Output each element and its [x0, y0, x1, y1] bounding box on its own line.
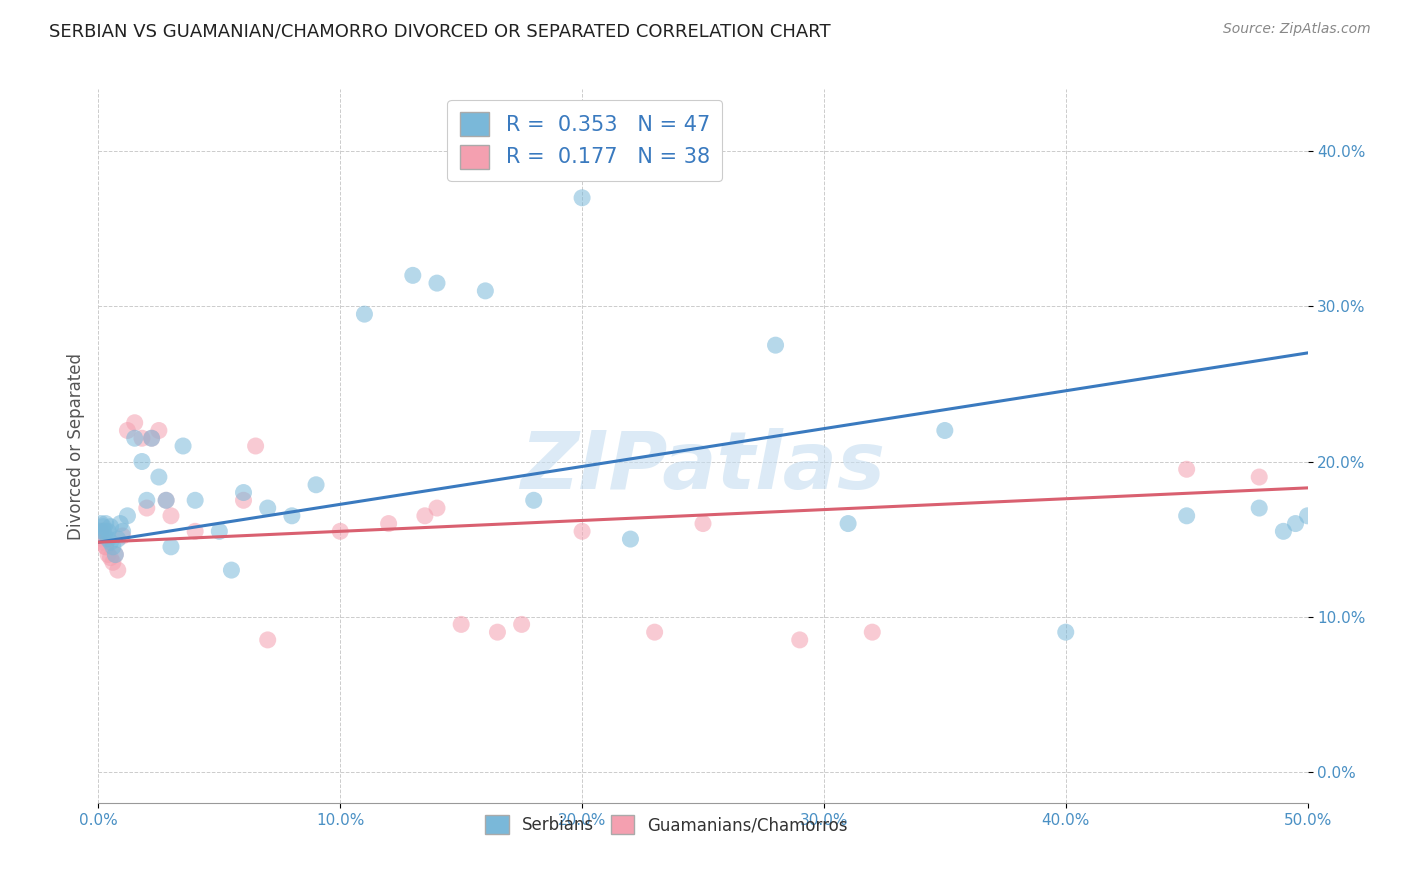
- Point: [108, 516, 131, 531]
- Point: [100, 535, 122, 549]
- Point: [155, 493, 177, 508]
- Point: [413, 508, 436, 523]
- Point: [281, 508, 304, 523]
- Point: [256, 632, 278, 647]
- Point: [692, 516, 714, 531]
- Point: [619, 532, 641, 546]
- Point: [402, 268, 425, 283]
- Point: [97, 532, 120, 546]
- Point: [90, 516, 112, 531]
- Point: [245, 439, 267, 453]
- Point: [426, 276, 449, 290]
- Point: [765, 338, 787, 352]
- Point: [1175, 508, 1198, 523]
- Point: [1054, 625, 1077, 640]
- Point: [90, 524, 112, 539]
- Point: [104, 548, 127, 562]
- Point: [184, 524, 207, 539]
- Point: [426, 501, 449, 516]
- Point: [256, 501, 278, 516]
- Point: [107, 563, 129, 577]
- Text: Source: ZipAtlas.com: Source: ZipAtlas.com: [1223, 22, 1371, 37]
- Point: [117, 508, 139, 523]
- Point: [111, 524, 134, 539]
- Point: [184, 493, 207, 508]
- Point: [135, 501, 157, 516]
- Point: [124, 431, 146, 445]
- Point: [97, 548, 120, 562]
- Point: [117, 424, 139, 438]
- Point: [101, 540, 124, 554]
- Point: [94, 540, 117, 554]
- Point: [232, 485, 254, 500]
- Point: [155, 493, 177, 508]
- Point: [474, 284, 496, 298]
- Point: [124, 416, 146, 430]
- Point: [90, 524, 112, 539]
- Point: [377, 516, 399, 531]
- Point: [148, 470, 170, 484]
- Point: [221, 563, 243, 577]
- Point: [141, 431, 163, 445]
- Point: [208, 524, 231, 539]
- Point: [329, 524, 352, 539]
- Point: [100, 550, 122, 565]
- Point: [860, 625, 883, 640]
- Point: [94, 540, 117, 554]
- Point: [510, 617, 533, 632]
- Point: [100, 519, 122, 533]
- Point: [172, 439, 194, 453]
- Point: [523, 493, 546, 508]
- Point: [104, 548, 127, 562]
- Point: [160, 540, 183, 554]
- Point: [160, 508, 183, 523]
- Point: [91, 519, 114, 533]
- Point: [450, 617, 472, 632]
- Text: ZIPatlas: ZIPatlas: [520, 428, 886, 507]
- Point: [141, 431, 163, 445]
- Point: [232, 493, 254, 508]
- Point: [131, 431, 153, 445]
- Text: SERBIAN VS GUAMANIAN/CHAMORRO DIVORCED OR SEPARATED CORRELATION CHART: SERBIAN VS GUAMANIAN/CHAMORRO DIVORCED O…: [49, 22, 831, 40]
- Point: [107, 532, 129, 546]
- Point: [305, 477, 328, 491]
- Point: [111, 529, 134, 543]
- Point: [353, 307, 375, 321]
- Point: [91, 535, 114, 549]
- Point: [135, 493, 157, 508]
- Point: [1249, 470, 1271, 484]
- Point: [90, 532, 112, 546]
- Point: [1175, 462, 1198, 476]
- Point: [97, 524, 120, 539]
- Point: [571, 524, 593, 539]
- Point: [1249, 501, 1271, 516]
- Legend: Serbians, Guamanians/Chamorros: Serbians, Guamanians/Chamorros: [475, 805, 858, 845]
- Point: [1284, 516, 1306, 531]
- Point: [486, 625, 509, 640]
- Point: [1296, 508, 1319, 523]
- Point: [131, 454, 153, 468]
- Y-axis label: Divorced or Separated: Divorced or Separated: [66, 352, 84, 540]
- Point: [148, 424, 170, 438]
- Point: [789, 632, 811, 647]
- Point: [934, 424, 956, 438]
- Point: [571, 191, 593, 205]
- Point: [91, 524, 114, 539]
- Point: [94, 524, 117, 539]
- Point: [644, 625, 666, 640]
- Point: [1272, 524, 1295, 539]
- Point: [101, 555, 124, 569]
- Point: [837, 516, 859, 531]
- Point: [94, 516, 117, 531]
- Point: [91, 524, 114, 539]
